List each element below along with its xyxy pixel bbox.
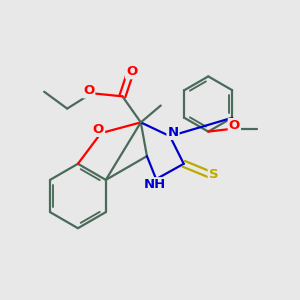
Text: O: O — [83, 84, 94, 97]
Text: S: S — [209, 168, 218, 181]
Text: N: N — [167, 126, 178, 139]
Text: O: O — [93, 123, 104, 136]
Text: O: O — [126, 65, 137, 78]
Text: NH: NH — [143, 178, 166, 191]
Text: O: O — [229, 119, 240, 132]
